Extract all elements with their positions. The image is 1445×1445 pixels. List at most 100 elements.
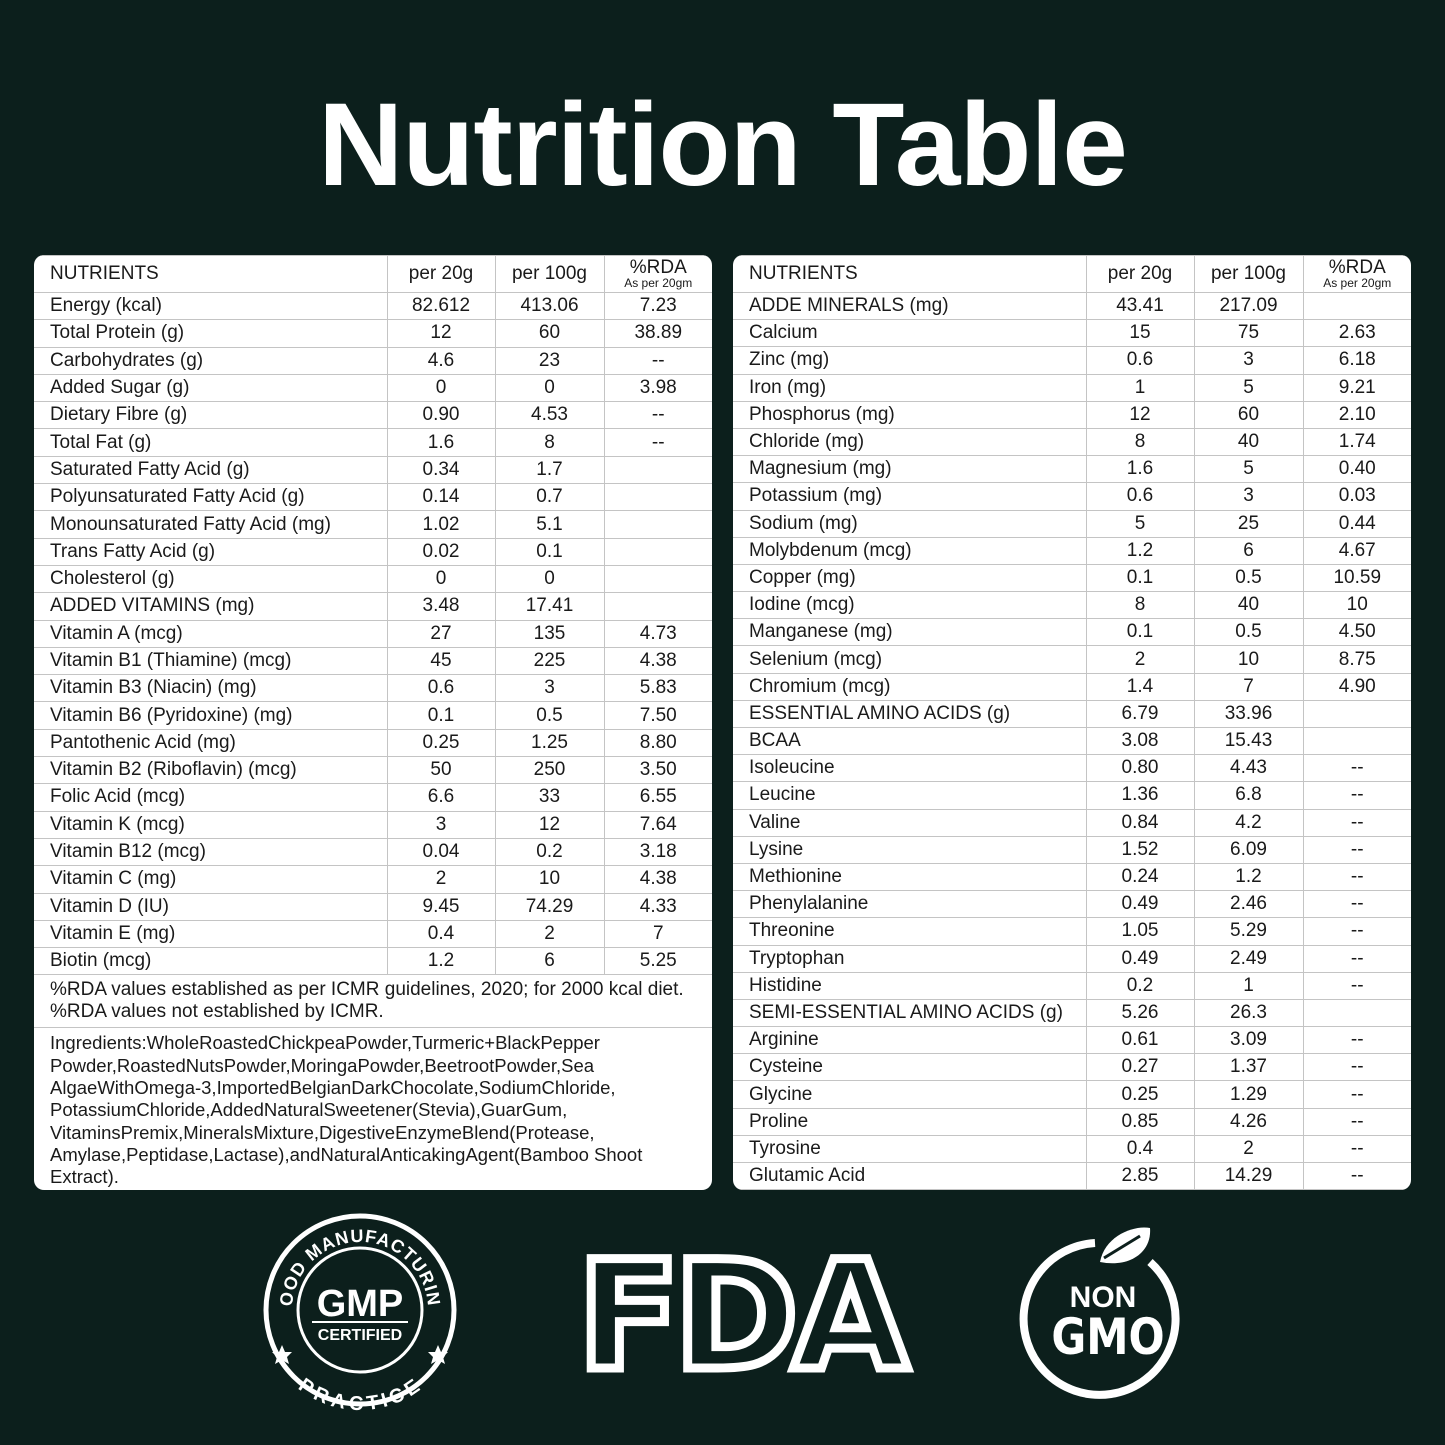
nutrient-value — [1302, 699, 1411, 729]
nutrient-name: Threonine — [733, 917, 1087, 946]
nutrient-row: ADDE MINERALS (mg) 43.41 217.09 — [733, 291, 1411, 321]
nutrient-name: Dietary Fibre (g) — [34, 401, 388, 430]
nutrient-value: 0.6 — [386, 674, 496, 703]
nutrient-name: Selenium (mcg) — [733, 645, 1087, 674]
nutrient-value: 1 — [1085, 373, 1195, 402]
nutrient-name: ADDE MINERALS (mg) — [733, 291, 1087, 321]
nutrient-value: 7.23 — [603, 291, 712, 321]
nutrient-name: Vitamin C (mg) — [34, 865, 388, 894]
nutrient-row: Valine 0.84 4.2 -- — [733, 808, 1411, 837]
nutrient-value: 82.612 — [386, 291, 496, 321]
nutrient-value: 0.2 — [494, 837, 605, 867]
nutrient-value: 0.1 — [1085, 563, 1195, 593]
nutrient-value: 26.3 — [1193, 998, 1304, 1028]
nutrient-row: Zinc (mg) 0.6 3 6.18 — [733, 346, 1411, 375]
nutrient-value: 0 — [494, 373, 605, 403]
nutrient-value: 4.90 — [1302, 672, 1411, 701]
nutrient-name: BCAA — [733, 726, 1087, 756]
nutrient-value: 7 — [1193, 672, 1304, 701]
nutrient-value: 0.44 — [1302, 509, 1411, 538]
gmp-arc-bottom-text: PRACTICE — [295, 1374, 424, 1415]
nutrient-name: Manganese (mg) — [733, 618, 1087, 647]
nutrient-value: 3.08 — [1085, 726, 1195, 756]
nutrient-row: Monounsaturated Fatty Acid (mg) 1.02 5.1 — [34, 510, 712, 539]
nutrient-value: 5 — [1193, 455, 1304, 484]
nutrient-value: -- — [1302, 1161, 1411, 1190]
footnote-row: %RDA values established as per ICMR guid… — [34, 974, 712, 1029]
nutrient-value: 3.48 — [386, 592, 496, 621]
header-note: As per 20gm — [1323, 276, 1392, 290]
nutrient-value: 10.59 — [1302, 563, 1411, 593]
nutrition-table: NUTRIENTS per 20g per 100g %RDA As per 20gm A… — [733, 255, 1411, 1190]
nutrient-value: 0.4 — [1085, 1134, 1195, 1164]
nutrient-name: Vitamin D (IU) — [34, 892, 388, 921]
nutrient-value: 0.80 — [1085, 754, 1195, 783]
nutrient-name: Chromium (mcg) — [733, 672, 1087, 701]
nutrient-name: Methionine — [733, 862, 1087, 892]
nutrient-value: 8.80 — [603, 728, 712, 758]
nutrient-value: 2 — [1193, 1134, 1304, 1164]
nutrient-value: 2.49 — [1193, 944, 1304, 973]
nutrient-row: Phenylalanine 0.49 2.46 -- — [733, 890, 1411, 919]
nutrient-row: Added Sugar (g) 0 0 3.98 — [34, 373, 712, 403]
nutrient-value: 3.18 — [603, 837, 712, 867]
nutrient-value: 4.53 — [494, 401, 605, 430]
nutrient-value: 4.38 — [603, 646, 712, 676]
nutrient-name: Biotin (mcg) — [34, 947, 388, 976]
nutrient-value: 1 — [1193, 971, 1304, 1000]
header-cell: NUTRIENTS — [733, 255, 1087, 293]
nutrient-value — [603, 537, 712, 566]
non-gmo-ring — [1019, 1239, 1180, 1399]
nutrient-value: 0.49 — [1085, 890, 1195, 919]
nutrient-row: Leucine 1.36 6.8 -- — [733, 781, 1411, 810]
nutrient-value: 33 — [494, 783, 605, 812]
nutrient-name: Glycine — [733, 1080, 1087, 1109]
nutrient-name: Potassium (mg) — [733, 482, 1087, 511]
nutrient-value: 0.49 — [1085, 944, 1195, 973]
header-label: %RDA — [1328, 257, 1386, 278]
nutrient-value: 1.02 — [386, 510, 496, 539]
non-gmo-top: NON — [1070, 1281, 1137, 1314]
nutrient-value: 0.5 — [494, 701, 605, 730]
nutrient-value: 0 — [386, 373, 496, 403]
nutrient-row: Polyunsaturated Fatty Acid (g) 0.14 0.7 — [34, 483, 712, 512]
header-row: NUTRIENTS per 20g per 100g %RDA As per 20gm — [34, 255, 712, 293]
nutrient-value: 6.09 — [1193, 835, 1304, 864]
nutrient-value: 8.75 — [1302, 645, 1411, 674]
nutrient-value: 8 — [494, 428, 605, 457]
nutrient-row: Trans Fatty Acid (g) 0.02 0.1 — [34, 537, 712, 566]
nutrient-value: 0.2 — [1085, 971, 1195, 1000]
nutrient-value: 3.50 — [603, 756, 712, 785]
nutrient-value: 0.90 — [386, 401, 496, 430]
nutrient-row: Glutamic Acid 2.85 14.29 -- — [733, 1161, 1411, 1190]
nutrient-value: -- — [1302, 890, 1411, 919]
nutrient-name: Saturated Fatty Acid (g) — [34, 455, 388, 485]
nutrient-name: ESSENTIAL AMINO ACIDS (g) — [733, 699, 1087, 729]
nutrient-value: -- — [603, 428, 712, 457]
nutrient-name: Monounsaturated Fatty Acid (mg) — [34, 510, 388, 539]
nutrient-row: Tyrosine 0.4 2 -- — [733, 1134, 1411, 1164]
nutrient-value: 0 — [494, 564, 605, 594]
nutrient-value: 6.79 — [1085, 699, 1195, 729]
nutrient-value: 3 — [1193, 346, 1304, 375]
nutrient-value — [1302, 998, 1411, 1028]
nutrient-name: Phosphorus (mg) — [733, 400, 1087, 429]
nutrition-table: NUTRIENTS per 20g per 100g %RDA As per 20gm E… — [34, 255, 712, 1190]
nutrient-value: 10 — [1193, 645, 1304, 674]
nutrient-name: Phenylalanine — [733, 890, 1087, 919]
gmp-main: GMP — [317, 1283, 404, 1325]
nutrient-value: 23 — [494, 346, 605, 375]
fda-logo: FDA — [577, 1230, 908, 1404]
nutrient-row: Selenium (mcg) 2 10 8.75 — [733, 645, 1411, 674]
nutrient-value: 0.85 — [1085, 1107, 1195, 1136]
nutrient-value: 5.1 — [494, 510, 605, 539]
nutrient-row: Pantothenic Acid (mg) 0.25 1.25 8.80 — [34, 728, 712, 758]
gmp-star — [428, 1345, 448, 1364]
nutrient-row: Total Fat (g) 1.6 8 -- — [34, 428, 712, 457]
nutrient-value: -- — [1302, 781, 1411, 810]
nutrient-value: 60 — [1193, 400, 1304, 429]
nutrient-name: Lysine — [733, 835, 1087, 864]
nutrient-value: 0.14 — [386, 483, 496, 512]
nutrient-value: 0.7 — [494, 483, 605, 512]
page-title: Nutrition Table — [318, 79, 1128, 211]
